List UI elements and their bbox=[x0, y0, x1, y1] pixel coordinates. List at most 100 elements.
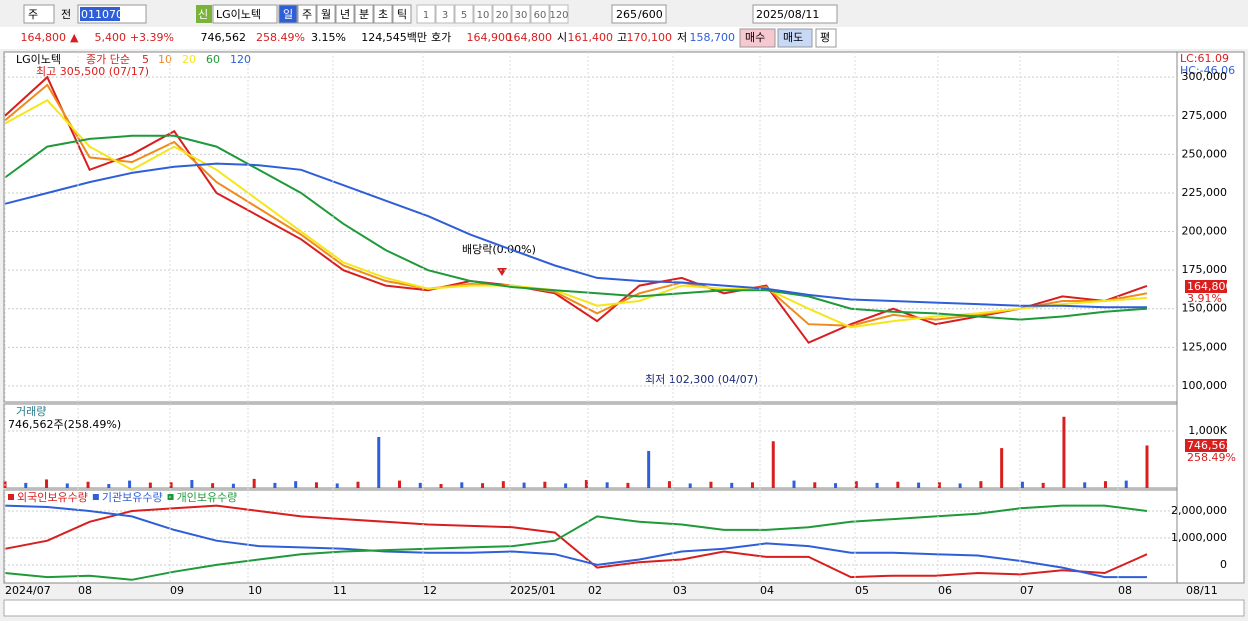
volume-bar bbox=[398, 480, 402, 488]
turnover: 3.15% bbox=[311, 31, 346, 44]
period-button[interactable] bbox=[335, 4, 355, 24]
avg-button[interactable] bbox=[815, 28, 837, 48]
minute-button[interactable] bbox=[549, 4, 569, 24]
volume-bar bbox=[709, 481, 713, 488]
ask: 164,900 bbox=[467, 31, 513, 44]
x-tick-label: 08 bbox=[1118, 584, 1132, 597]
volume-bar bbox=[792, 480, 796, 488]
buy[interactable]: 매수 bbox=[745, 31, 765, 44]
legend-period: 20 bbox=[182, 53, 196, 66]
period-button[interactable] bbox=[354, 4, 374, 24]
volume-bar bbox=[481, 483, 485, 488]
volume-bar bbox=[501, 481, 505, 488]
period[interactable]: 년 bbox=[340, 8, 350, 21]
legend-ma: 종가 단순 bbox=[86, 53, 130, 66]
volume-bar bbox=[979, 481, 983, 488]
scrollbar[interactable] bbox=[3, 599, 1245, 617]
minute-button[interactable] bbox=[435, 4, 455, 24]
minute-button[interactable] bbox=[511, 4, 531, 24]
series-line bbox=[4, 504, 1147, 579]
volume-panel bbox=[3, 403, 1178, 489]
period-button[interactable] bbox=[392, 4, 412, 24]
price: 164,800 bbox=[21, 31, 67, 44]
period[interactable]: 분 bbox=[359, 8, 369, 21]
series-line bbox=[4, 504, 1148, 579]
period-button[interactable] bbox=[373, 4, 393, 24]
volume-bar bbox=[584, 480, 588, 488]
date-box[interactable] bbox=[752, 4, 838, 24]
minute-button[interactable] bbox=[492, 4, 512, 24]
volume-bar bbox=[771, 441, 775, 488]
legend-swatch bbox=[92, 494, 99, 500]
count-box[interactable] bbox=[611, 4, 667, 24]
quote-bar bbox=[0, 27, 1248, 49]
period[interactable]: 일 bbox=[283, 7, 293, 21]
volume-bar bbox=[688, 483, 692, 488]
volume-bar bbox=[834, 483, 838, 488]
volume-bar bbox=[377, 436, 381, 488]
legend-entry: 개인보유수량 bbox=[177, 491, 238, 504]
minute-button[interactable] bbox=[416, 4, 436, 24]
y-tick-label: 200,000 bbox=[1182, 225, 1228, 238]
x-tick-label: 11 bbox=[333, 584, 347, 597]
volume-bar bbox=[314, 482, 318, 488]
volume-bar bbox=[1000, 448, 1004, 488]
period-button[interactable] bbox=[316, 4, 336, 24]
minute[interactable]: 3 bbox=[442, 10, 448, 21]
volume-bar bbox=[937, 482, 941, 488]
price-tag-box bbox=[1185, 280, 1227, 293]
sell[interactable]: 매도 bbox=[783, 31, 803, 44]
minute[interactable]: 1 bbox=[423, 10, 429, 21]
buy-button[interactable] bbox=[739, 28, 776, 48]
legend-name: LG이노텍 bbox=[16, 53, 61, 66]
series-line bbox=[4, 504, 1148, 581]
period-button[interactable] bbox=[278, 4, 298, 24]
period[interactable]: 틱 bbox=[397, 8, 407, 21]
minute-button[interactable] bbox=[530, 4, 550, 24]
minute[interactable]: 120 bbox=[549, 10, 568, 21]
volume-bar bbox=[730, 482, 734, 488]
volume-bar bbox=[418, 482, 422, 488]
minute[interactable]: 20 bbox=[496, 10, 509, 21]
x-tick-label: 06 bbox=[938, 584, 952, 597]
total: /600 bbox=[638, 8, 663, 21]
y-tick-label: 300,000 bbox=[1182, 70, 1228, 83]
period[interactable]: 월 bbox=[321, 8, 331, 21]
amount: 124,545백만 bbox=[361, 31, 427, 44]
avg[interactable]: 평 bbox=[820, 31, 830, 44]
volume-bar bbox=[65, 483, 69, 488]
minute[interactable]: 60 bbox=[534, 10, 547, 21]
period-button[interactable] bbox=[297, 4, 317, 24]
minute[interactable]: 10 bbox=[477, 10, 490, 21]
volume-bar bbox=[190, 480, 194, 488]
y-tick-label: 100,000 bbox=[1182, 379, 1228, 392]
volume-bar bbox=[1020, 481, 1024, 488]
hc: HC:-46.06 bbox=[1180, 64, 1235, 77]
name-box[interactable] bbox=[212, 4, 278, 24]
volume-bar bbox=[107, 484, 111, 488]
signal: 신 bbox=[198, 8, 208, 21]
volume-bar bbox=[958, 483, 962, 488]
volume-bar bbox=[813, 482, 817, 488]
market: 주 bbox=[28, 8, 38, 21]
period[interactable]: 주 bbox=[302, 8, 312, 21]
open-label: 시 bbox=[557, 31, 567, 44]
series-line bbox=[4, 134, 1148, 321]
volume-bar bbox=[564, 483, 568, 488]
minute[interactable]: 30 bbox=[515, 10, 528, 21]
period[interactable]: 초 bbox=[378, 8, 388, 21]
change: 5,400 bbox=[95, 31, 127, 44]
prev[interactable]: 전 bbox=[61, 8, 71, 21]
minute-button[interactable] bbox=[454, 4, 474, 24]
minute[interactable]: 5 bbox=[461, 10, 467, 21]
volume: 746,562 bbox=[201, 31, 247, 44]
date: 2025/08/11 bbox=[756, 8, 819, 21]
signal-box bbox=[196, 5, 212, 23]
market-select[interactable] bbox=[23, 4, 55, 24]
sell-button[interactable] bbox=[777, 28, 813, 48]
y-tick-label: 1,000K bbox=[1188, 424, 1227, 437]
minute-button[interactable] bbox=[473, 4, 493, 24]
high-label: 고 bbox=[617, 31, 627, 44]
volume-info: 746,562주(258.49%) bbox=[8, 418, 121, 431]
